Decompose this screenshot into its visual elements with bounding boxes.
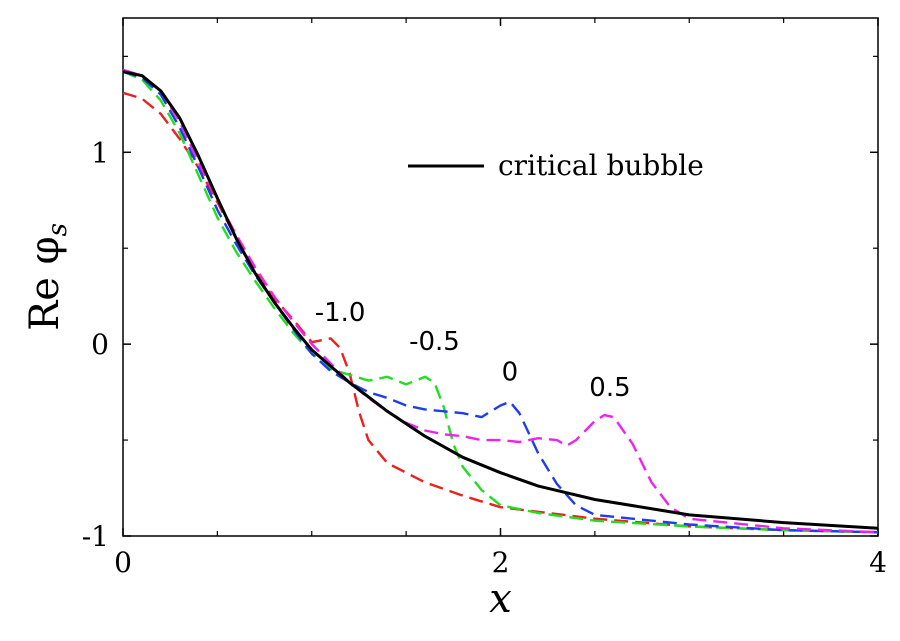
series-line-0.5: [122, 68, 879, 534]
annotations: -1.0 -0.5 0 0.5: [315, 298, 631, 403]
y-tick-label: 0: [91, 328, 109, 361]
x-tick-label: 0: [114, 546, 132, 579]
y-tick-label: 1: [91, 136, 109, 169]
y-tick-label: -1: [82, 520, 109, 553]
series-line-critical-bubble: [122, 70, 879, 530]
x-tick-label: 4: [869, 546, 887, 579]
legend: critical bubble: [408, 149, 704, 182]
y-axis-title: Re φs: [22, 223, 73, 331]
x-axis-title: x: [489, 576, 512, 622]
series-line-0: [122, 70, 879, 534]
series-lines: [122, 68, 879, 534]
series-line--0.5: [122, 70, 879, 534]
y-axis-title-main: Re φ: [22, 236, 68, 331]
x-tick-label: 2: [492, 546, 510, 579]
plot-frame: [122, 17, 879, 537]
curve-label: 0.5: [589, 373, 630, 403]
legend-label: critical bubble: [498, 149, 704, 182]
curve-label: -0.5: [409, 327, 460, 357]
curve-label: -1.0: [315, 298, 366, 328]
y-axis-title-subscript: s: [43, 223, 73, 236]
curve-label: 0: [502, 358, 519, 388]
